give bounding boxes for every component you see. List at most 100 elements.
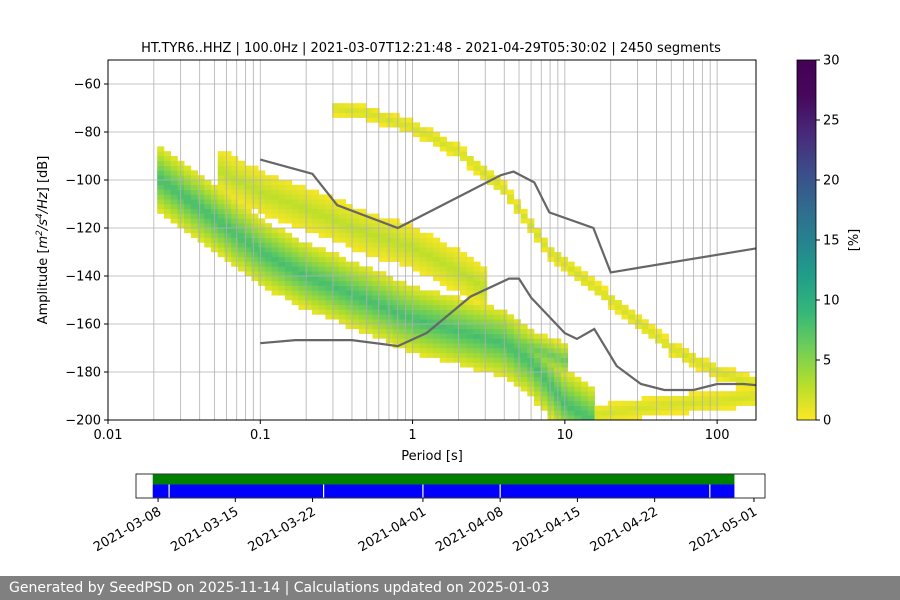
heatmap-cell <box>385 276 394 282</box>
heatmap-cell <box>520 372 528 378</box>
heatmap-cell <box>426 295 434 301</box>
heatmap-cell <box>338 218 346 224</box>
heatmap-cell <box>708 367 717 373</box>
heatmap-cell <box>372 276 380 282</box>
heatmap-cell <box>486 348 494 354</box>
heatmap-cell <box>681 405 690 411</box>
heatmap-cell <box>412 348 420 354</box>
heatmap-cell <box>574 391 582 397</box>
heatmap-cell <box>406 343 414 349</box>
heatmap-cell <box>547 348 555 354</box>
heatmap-cell <box>749 386 756 392</box>
heatmap-cell <box>332 314 340 320</box>
heatmap-cell <box>567 405 575 411</box>
heatmap-cell <box>399 242 407 248</box>
heatmap-cell <box>446 343 454 349</box>
heatmap-cell <box>392 122 400 128</box>
heatmap-cell <box>352 213 360 219</box>
heatmap-cell <box>668 410 676 416</box>
heatmap-cell <box>291 256 299 262</box>
heatmap-cell <box>486 170 494 176</box>
colorbar-tick-label: 5 <box>823 354 831 369</box>
heatmap-cell <box>305 208 313 214</box>
heatmap-cell <box>237 194 246 200</box>
heatmap-cell <box>157 208 165 214</box>
heatmap-cell <box>258 184 266 190</box>
heatmap-cell <box>224 256 232 262</box>
heatmap-cell <box>688 391 696 397</box>
heatmap-cell <box>365 108 373 114</box>
heatmap-cell <box>601 415 609 420</box>
heatmap-cell <box>372 242 380 248</box>
heatmap-cell <box>480 300 488 306</box>
heatmap-cell <box>258 237 266 243</box>
heatmap-cell <box>271 232 279 238</box>
heatmap-cell <box>285 218 293 224</box>
heatmap-cell <box>601 290 609 296</box>
heatmap-cell <box>681 410 690 416</box>
heatmap-cell <box>459 338 468 344</box>
heatmap-cell <box>439 247 447 253</box>
heatmap-cell <box>412 328 420 334</box>
heatmap-cell <box>278 280 286 286</box>
heatmap-cell <box>688 357 696 363</box>
heatmap-cell <box>217 151 225 157</box>
heatmap-cell <box>291 218 299 224</box>
heatmap-cell <box>285 290 293 296</box>
heatmap-cell <box>742 391 750 397</box>
heatmap-cell <box>453 151 461 157</box>
heatmap-cell <box>507 319 515 325</box>
heatmap-cell <box>433 328 441 334</box>
heatmap-cell <box>352 103 360 109</box>
heatmap-cell <box>540 352 548 358</box>
heatmap-cell <box>379 300 387 306</box>
heatmap-cell <box>587 396 595 402</box>
heatmap-cell <box>614 309 622 315</box>
heatmap-cell <box>271 276 279 282</box>
heatmap-cell <box>163 170 172 176</box>
heatmap-cell <box>318 247 326 253</box>
heatmap-cell <box>493 338 501 344</box>
heatmap-cell <box>332 237 340 243</box>
heatmap-cell <box>332 256 340 262</box>
heatmap-cell <box>224 237 232 243</box>
heatmap-cell <box>352 218 360 224</box>
heatmap-cell <box>379 223 387 229</box>
heatmap-cell <box>271 266 279 272</box>
heatmap-cell <box>372 304 380 310</box>
heatmap-cell <box>453 295 461 301</box>
heatmap-cell <box>486 333 494 339</box>
heatmap-cell <box>251 237 259 243</box>
heatmap-cell <box>399 338 407 344</box>
heatmap-cell <box>433 319 441 325</box>
heatmap-cell <box>365 223 373 229</box>
x-tick-label: 1 <box>408 428 416 443</box>
heatmap-cell <box>204 232 212 238</box>
heatmap-cell <box>264 247 272 253</box>
heatmap-cell <box>345 261 353 267</box>
heatmap-cell <box>385 285 394 291</box>
heatmap-cell <box>244 180 252 186</box>
heatmap-cell <box>433 295 441 301</box>
heatmap-cell <box>231 180 239 186</box>
colorbar-tick-label: 20 <box>823 174 840 189</box>
heatmap-cell <box>318 218 326 224</box>
heatmap-cell <box>493 352 501 358</box>
heatmap-cell <box>170 175 178 181</box>
heatmap-cell <box>722 372 730 378</box>
heatmap-cell <box>190 184 198 190</box>
heatmap-cell <box>702 405 710 411</box>
heatmap-cell <box>581 271 589 277</box>
heatmap-cell <box>305 300 313 306</box>
heatmap-cell <box>231 160 239 166</box>
heatmap-cell <box>311 271 320 277</box>
heatmap-cell <box>533 232 542 238</box>
heatmap-cell <box>466 160 474 166</box>
heatmap-cell <box>453 285 461 291</box>
heatmap-cell <box>352 271 360 277</box>
heatmap-cell <box>332 228 340 234</box>
heatmap-cell <box>513 319 521 325</box>
heatmap-cell <box>446 276 454 282</box>
heatmap-cell <box>688 352 696 358</box>
heatmap-cell <box>365 314 373 320</box>
